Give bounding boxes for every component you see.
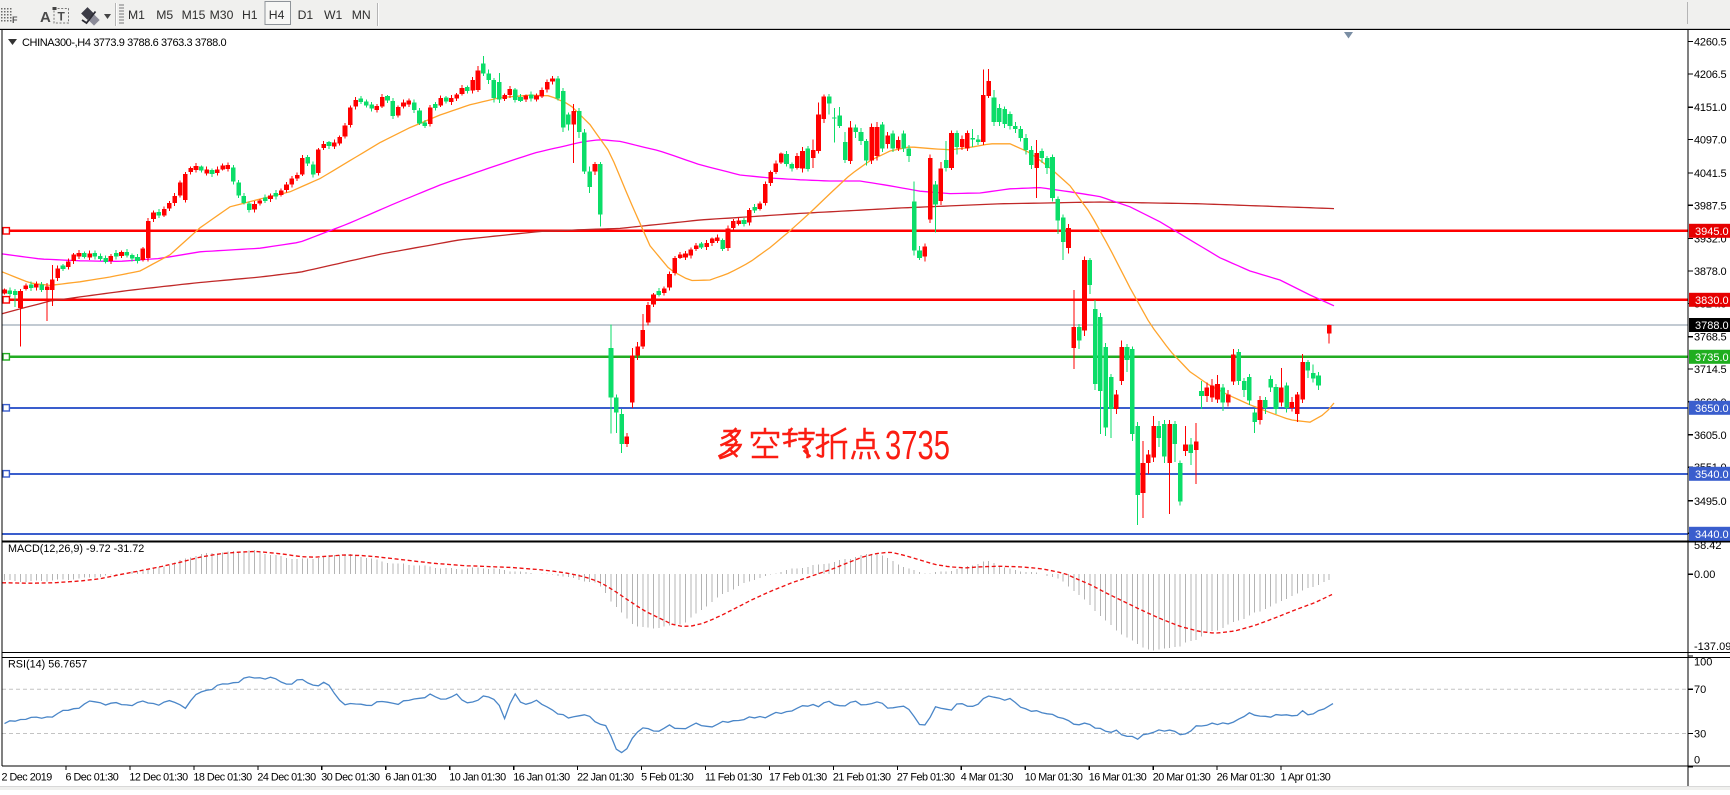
svg-text:27 Feb 01:30: 27 Feb 01:30	[897, 772, 955, 784]
svg-text:T: T	[58, 10, 66, 24]
svg-text:M30: M30	[210, 8, 234, 22]
svg-text:0: 0	[1694, 755, 1700, 767]
svg-text:16 Jan 01:30: 16 Jan 01:30	[513, 772, 570, 784]
svg-text:-137.09: -137.09	[1694, 641, 1730, 653]
svg-text:30: 30	[1694, 729, 1706, 741]
svg-text:H4: H4	[269, 8, 285, 22]
svg-text:70: 70	[1694, 684, 1706, 696]
svg-text:3768.5: 3768.5	[1694, 332, 1727, 344]
svg-text:3714.5: 3714.5	[1694, 364, 1727, 376]
svg-text:18 Dec 01:30: 18 Dec 01:30	[193, 772, 252, 784]
svg-text:D1: D1	[298, 8, 314, 22]
svg-text:2 Dec 2019: 2 Dec 2019	[2, 772, 53, 784]
svg-text:3878.0: 3878.0	[1694, 266, 1727, 278]
svg-text:100: 100	[1694, 657, 1712, 669]
svg-text:3830.0: 3830.0	[1695, 295, 1729, 307]
svg-text:MACD(12,26,9) -9.72 -31.72: MACD(12,26,9) -9.72 -31.72	[8, 543, 144, 555]
svg-text:5 Feb 01:30: 5 Feb 01:30	[641, 772, 694, 784]
svg-text:16 Mar 01:30: 16 Mar 01:30	[1089, 772, 1147, 784]
svg-text:12 Dec 01:30: 12 Dec 01:30	[129, 772, 188, 784]
svg-text:21 Feb 01:30: 21 Feb 01:30	[833, 772, 891, 784]
svg-text:RSI(14) 56.7657: RSI(14) 56.7657	[8, 659, 87, 671]
svg-text:4260.5: 4260.5	[1694, 37, 1727, 49]
svg-text:58.42: 58.42	[1694, 540, 1722, 552]
svg-text:26 Mar 01:30: 26 Mar 01:30	[1217, 772, 1275, 784]
svg-text:10 Mar 01:30: 10 Mar 01:30	[1025, 772, 1083, 784]
svg-text:1 Apr 01:30: 1 Apr 01:30	[1281, 772, 1331, 784]
svg-text:22 Jan 01:30: 22 Jan 01:30	[577, 772, 634, 784]
svg-text:3987.5: 3987.5	[1694, 200, 1727, 212]
svg-text:11 Feb 01:30: 11 Feb 01:30	[705, 772, 762, 784]
svg-text:3440.0: 3440.0	[1695, 529, 1729, 541]
svg-text:4097.0: 4097.0	[1694, 135, 1727, 147]
svg-text:M1: M1	[128, 8, 145, 22]
svg-text:3788.0: 3788.0	[1695, 320, 1729, 332]
svg-text:H1: H1	[242, 8, 258, 22]
svg-text:4041.5: 4041.5	[1694, 168, 1727, 180]
svg-text:3605.0: 3605.0	[1694, 430, 1727, 442]
svg-text:MN: MN	[352, 8, 371, 22]
svg-text:M5: M5	[156, 8, 173, 22]
svg-text:F: F	[12, 15, 18, 25]
svg-text:A: A	[40, 9, 51, 26]
svg-text:0.00: 0.00	[1694, 569, 1715, 581]
svg-text:6 Jan 01:30: 6 Jan 01:30	[385, 772, 436, 784]
svg-text:20 Mar 01:30: 20 Mar 01:30	[1153, 772, 1211, 784]
svg-text:17 Feb 01:30: 17 Feb 01:30	[769, 772, 827, 784]
svg-text:4151.0: 4151.0	[1694, 102, 1727, 114]
svg-text:3945.0: 3945.0	[1695, 226, 1729, 238]
svg-text:10 Jan 01:30: 10 Jan 01:30	[449, 772, 506, 784]
svg-text:3540.0: 3540.0	[1695, 469, 1729, 481]
svg-text:M15: M15	[182, 8, 206, 22]
svg-text:30 Dec 01:30: 30 Dec 01:30	[321, 772, 380, 784]
svg-text:3495.0: 3495.0	[1694, 496, 1727, 508]
svg-text:4 Mar 01:30: 4 Mar 01:30	[961, 772, 1014, 784]
svg-text:6 Dec 01:30: 6 Dec 01:30	[66, 772, 119, 784]
svg-text:3735.0: 3735.0	[1695, 352, 1729, 364]
svg-text:4206.5: 4206.5	[1694, 69, 1727, 81]
svg-text:W1: W1	[324, 8, 343, 22]
svg-text:3650.0: 3650.0	[1695, 403, 1729, 415]
svg-text:CHINA300-,H4 3773.9 3788.6 37: CHINA300-,H4 3773.9 3788.6 3763.3 3788.0	[22, 37, 226, 49]
svg-text:3735: 3735	[885, 422, 950, 468]
svg-text:24 Dec 01:30: 24 Dec 01:30	[257, 772, 316, 784]
